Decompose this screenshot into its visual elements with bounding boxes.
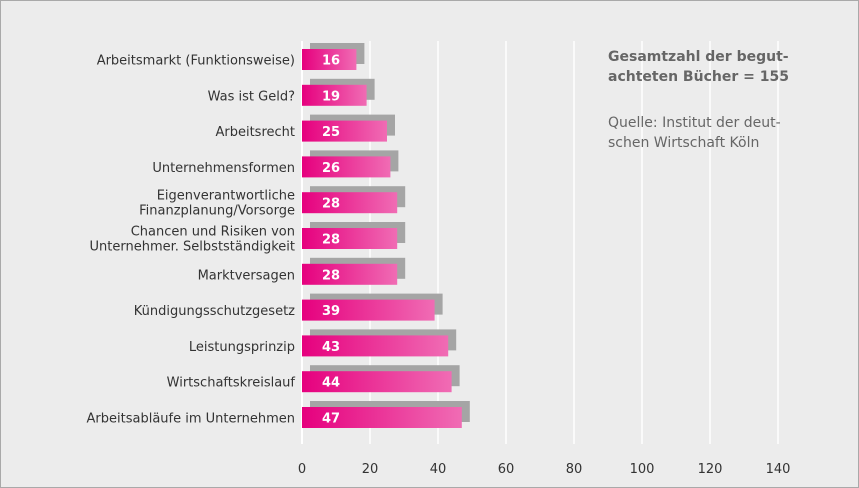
bar <box>302 371 452 393</box>
bar <box>302 299 435 321</box>
category-label: Was ist Geld? <box>208 89 295 104</box>
bar <box>302 192 398 214</box>
bar <box>302 120 387 142</box>
bars: 16 19 25 26 28 28 28 39 43 44 47 <box>302 43 470 428</box>
bar-value-label: 39 <box>322 304 340 319</box>
bar <box>302 335 449 357</box>
bar-value-label: 43 <box>322 340 340 355</box>
bar <box>302 84 367 106</box>
bar-value-label: 44 <box>322 376 340 391</box>
bar <box>302 156 391 178</box>
bar-value-label: 28 <box>322 268 340 283</box>
x-tick-label-0: 0 <box>298 462 306 477</box>
x-axis-ticks: 0 20 40 60 80 100 120 140 <box>298 462 791 477</box>
x-tick-label-80: 80 <box>566 462 583 477</box>
category-label: Eigenverantwortliche Finanzplanung/Vorsor… <box>139 189 295 219</box>
x-tick-label-20: 20 <box>362 462 379 477</box>
bar-value-label: 25 <box>322 125 340 140</box>
x-tick-label-120: 120 <box>698 462 723 477</box>
bar <box>302 49 357 70</box>
bar <box>302 407 462 428</box>
category-label: Kündigungsschutzgesetz <box>134 304 295 319</box>
bar-value-label: 47 <box>322 412 340 427</box>
source-note: Quelle: Institut der deut- schen Wirtsch… <box>608 115 781 151</box>
category-label: Chancen und Risiken von Unternehmer. Selb… <box>90 225 295 255</box>
bar <box>302 228 398 249</box>
category-label: Arbeitsabläufe im Unternehmen <box>87 412 295 427</box>
category-label: Leistungsprinzip <box>189 340 295 355</box>
bar-value-label: 16 <box>322 54 340 69</box>
x-tick-label-140: 140 <box>766 462 791 477</box>
x-tick-label-60: 60 <box>498 462 515 477</box>
category-label: Arbeitsmarkt (Funktionsweise) <box>97 54 295 69</box>
bar <box>302 263 398 285</box>
category-label: Wirtschaftskreislauf <box>167 376 296 391</box>
total-books-note: Gesamtzahl der begut- achteten Bücher = … <box>608 49 789 85</box>
x-tick-label-40: 40 <box>430 462 447 477</box>
category-label: Unternehmensformen <box>152 161 295 176</box>
x-tick-label-100: 100 <box>630 462 655 477</box>
category-label: Marktversagen <box>198 268 295 283</box>
bar-value-label: 26 <box>322 161 340 176</box>
category-labels: Arbeitsmarkt (Funktionsweise) Was ist Gel… <box>87 54 296 427</box>
bar-value-label: 28 <box>322 197 340 212</box>
bar-value-label: 19 <box>322 89 340 104</box>
category-label: Arbeitsrecht <box>215 125 295 140</box>
bar-value-label: 28 <box>322 233 340 248</box>
